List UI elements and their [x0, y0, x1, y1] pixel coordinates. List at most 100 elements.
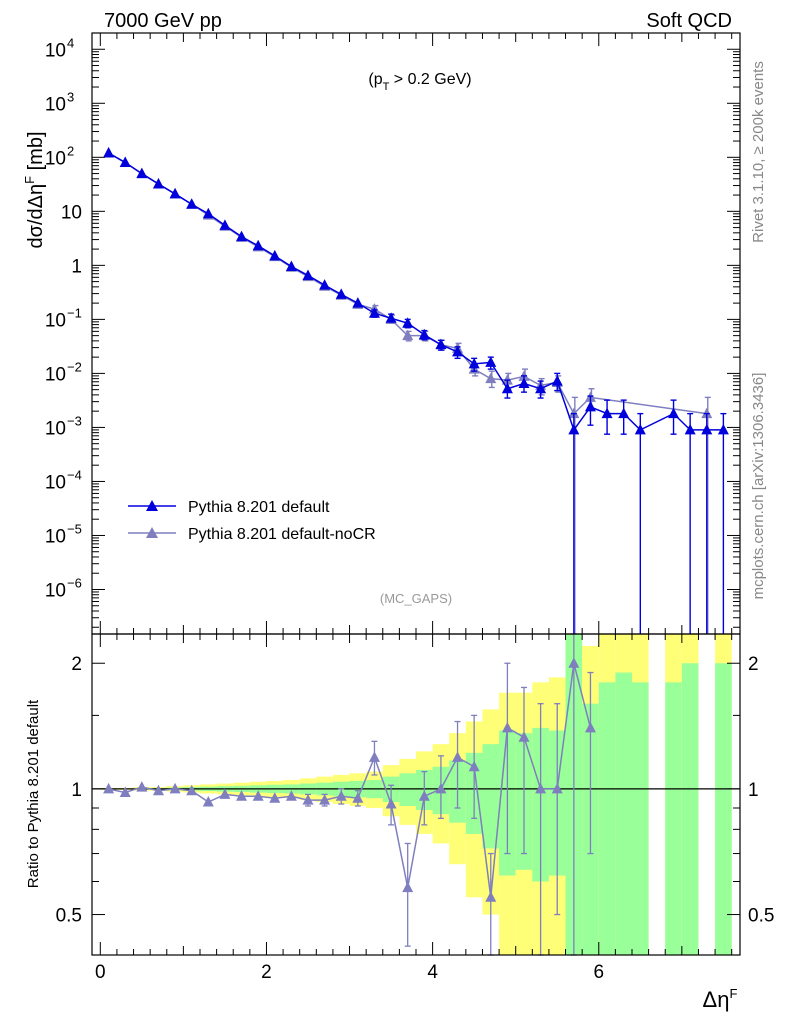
- data-point-default: [385, 312, 397, 323]
- data-point-nocr: [568, 407, 580, 419]
- data-point-default: [219, 219, 231, 230]
- x-tick-label: 2: [261, 962, 272, 983]
- band-green-bin: [399, 773, 416, 806]
- legend: Pythia 8.201 default Pythia 8.201 defaul…: [128, 499, 376, 543]
- x-tick-label: 4: [427, 962, 438, 983]
- main-y-tick-exponent: −4: [67, 467, 82, 482]
- data-point-default: [618, 407, 630, 419]
- ratio-data-point: [186, 784, 198, 796]
- ratio-data-point: [236, 790, 248, 801]
- ratio-data-point: [584, 721, 596, 733]
- ratio-data-point: [485, 891, 497, 902]
- ratio-y-tick-label-right: 1: [748, 780, 759, 801]
- ratio-y-tick-label: 0.5: [56, 906, 82, 927]
- main-y-tick-exponent: −6: [67, 575, 82, 590]
- data-point-nocr: [501, 374, 513, 385]
- x-axis-label: ΔηF: [703, 986, 738, 1012]
- data-point-default: [319, 279, 331, 290]
- data-point-default: [269, 249, 281, 261]
- ratio-y-tick-label: 1: [71, 780, 82, 801]
- data-point-default: [485, 356, 497, 367]
- ratio-data-point: [169, 782, 181, 794]
- ratio-data-point: [368, 751, 380, 762]
- main-y-tick-exponent: −2: [67, 359, 82, 374]
- data-point-default: [202, 207, 214, 219]
- ratio-data-point: [551, 782, 563, 794]
- data-point-nocr: [701, 407, 713, 419]
- data-point-default: [684, 423, 696, 435]
- data-point-default: [103, 147, 115, 158]
- main-y-tick-exponent: 3: [67, 89, 74, 104]
- ratio-plot-marks: [103, 633, 596, 956]
- ratio-data-point: [269, 792, 281, 803]
- main-y-tick-exponent: −1: [67, 305, 82, 320]
- legend-label-nocr: Pythia 8.201 default-noCR: [188, 526, 376, 543]
- ratio-y-axis-label: Ratio to Pythia 8.201 default: [25, 699, 42, 888]
- data-point-default: [601, 407, 613, 419]
- ratio-data-point: [252, 790, 264, 801]
- main-y-tick-exponent: 4: [67, 35, 74, 50]
- data-point-default: [186, 198, 198, 209]
- mcplots-side-text: mcplots.cern.ch [arXiv:1306.3436]: [750, 373, 767, 600]
- ratio-data-point: [319, 794, 331, 805]
- data-point-default: [335, 288, 347, 299]
- ratio-data-point: [385, 798, 397, 809]
- data-point-default: [668, 407, 680, 419]
- band-green-bin: [665, 682, 682, 955]
- main-y-tick-label: 10: [45, 364, 66, 385]
- main-y-tick-exponent: −5: [67, 521, 82, 536]
- main-y-tick-label: 10: [61, 202, 82, 223]
- data-point-nocr: [485, 372, 497, 384]
- band-green-bin: [632, 682, 649, 955]
- data-point-default: [352, 297, 364, 308]
- ratio-data-point: [435, 782, 447, 794]
- header-left: 7000 GeV pp: [104, 10, 222, 32]
- header-right: Soft QCD: [646, 10, 732, 32]
- main-y-tick-label: 10: [45, 418, 66, 439]
- band-green-bin: [715, 663, 732, 955]
- ratio-data-point: [103, 782, 115, 794]
- data-point-default: [717, 423, 729, 435]
- data-point-default: [701, 423, 713, 435]
- main-y-tick-label: 10: [45, 310, 66, 331]
- data-point-default: [584, 400, 596, 412]
- data-point-nocr: [402, 329, 414, 341]
- legend-marker-nocr: [146, 527, 158, 538]
- ratio-data-point: [219, 788, 231, 799]
- ratio-data-point: [119, 786, 131, 798]
- series-line-nocr: [108, 152, 707, 415]
- data-point-default: [568, 423, 580, 435]
- main-y-axis-label: dσ/dΔηF [mb]: [22, 131, 47, 248]
- main-plot-frame: [91, 32, 741, 635]
- cut-annotation: (pT > 0.2 GeV): [368, 71, 471, 93]
- main-y-tick-label: 10: [45, 526, 66, 547]
- main-y-tick-label: 10: [45, 94, 66, 115]
- x-tick-label: 6: [593, 962, 604, 983]
- main-y-tick-label: 10: [45, 472, 66, 493]
- ratio-data-point: [136, 781, 148, 792]
- ratio-y-tick-label: 2: [71, 654, 82, 675]
- band-green-bin: [681, 663, 699, 955]
- ratio-data-point: [352, 792, 364, 803]
- ratio-data-point: [302, 794, 314, 805]
- series-line-default: [108, 152, 724, 432]
- legend-marker-default: [146, 500, 158, 511]
- data-point-default: [119, 156, 131, 168]
- main-y-tick-label: 10: [45, 148, 66, 169]
- rivet-side-text: Rivet 3.1.10, ≥ 200k events: [750, 61, 767, 243]
- data-point-default: [468, 357, 480, 369]
- data-point-default: [518, 377, 530, 389]
- data-point-default: [634, 423, 646, 435]
- main-y-tick-label: 10: [45, 580, 66, 601]
- data-point-default: [535, 382, 547, 394]
- ratio-data-point: [335, 790, 347, 801]
- main-y-tick-label: 10: [45, 40, 66, 61]
- data-point-default: [302, 269, 314, 280]
- ratio-data-point: [285, 790, 297, 801]
- ratio-data-point: [402, 881, 414, 893]
- data-point-default: [236, 230, 248, 242]
- data-point-default: [136, 167, 148, 179]
- main-y-tick-label: 1: [71, 256, 82, 277]
- band-green-bin: [482, 744, 500, 849]
